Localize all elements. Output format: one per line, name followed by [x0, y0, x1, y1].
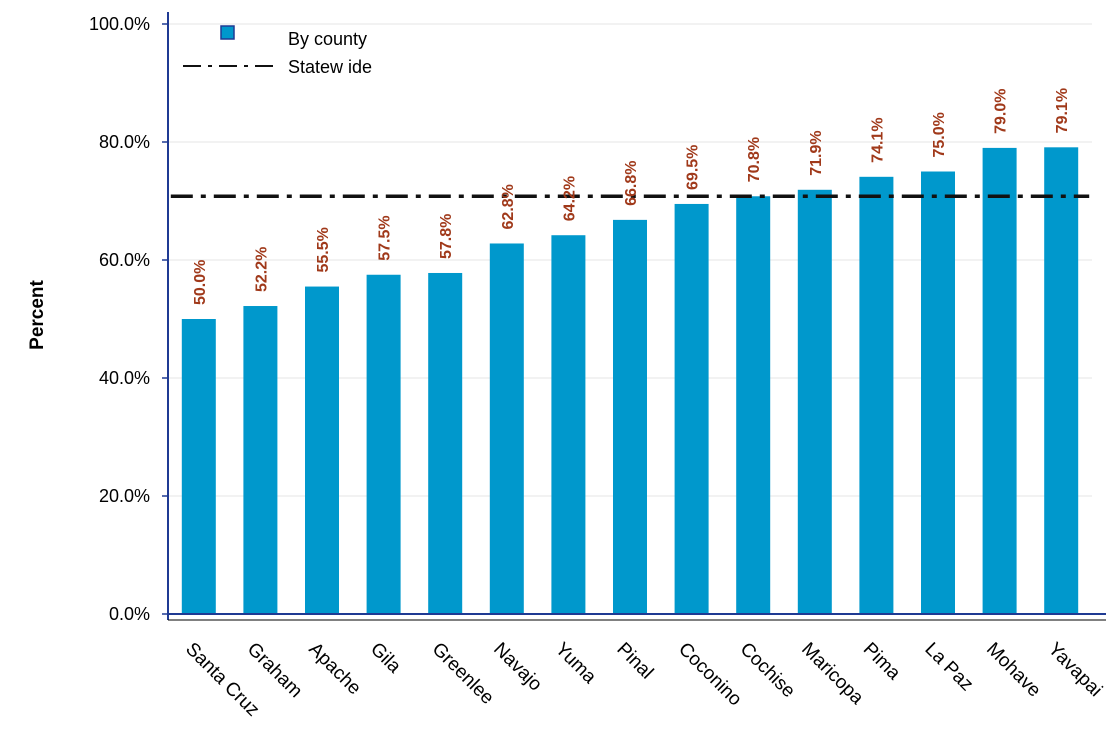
data-label: 52.2% [253, 247, 270, 292]
data-label: 70.8% [746, 137, 763, 182]
y-tick-label: 20.0% [99, 486, 150, 506]
x-tick-label: Gila [366, 639, 405, 678]
x-tick-label: Coconino [674, 639, 746, 711]
data-label: 71.9% [808, 130, 825, 175]
bar [489, 243, 524, 615]
bar-series [181, 147, 1079, 615]
x-tick-label: Pima [859, 639, 905, 685]
x-tick-label: Navajo [489, 639, 546, 696]
x-tick-label: Maricopa [797, 639, 867, 709]
data-label: 79.0% [993, 89, 1010, 134]
y-tick-label: 80.0% [99, 132, 150, 152]
data-label: 66.8% [623, 161, 640, 206]
data-label: 57.8% [438, 214, 455, 259]
data-label: 62.8% [500, 184, 517, 229]
bar [797, 189, 832, 615]
legend-label-by-county: By county [288, 29, 367, 49]
bar [859, 176, 894, 614]
x-tick-label: La Paz [920, 639, 977, 696]
x-tick-label: Greenlee [428, 639, 498, 709]
x-tick-label: Yuma [551, 639, 601, 689]
y-axis-ticks: 0.0% 20.0% 40.0% 60.0% 80.0% 100.0% [89, 14, 168, 624]
data-label: 57.5% [377, 215, 394, 260]
y-tick-label: 100.0% [89, 14, 150, 34]
bar [305, 286, 339, 614]
legend: By county Statew ide [183, 25, 372, 77]
y-tick-label: 40.0% [99, 368, 150, 388]
bar [243, 306, 278, 614]
bar [366, 274, 401, 614]
bar [674, 203, 709, 614]
bar [181, 319, 216, 614]
data-label: 75.0% [931, 112, 948, 157]
data-label: 79.1% [1054, 88, 1071, 133]
y-axis-label: Percent [27, 279, 48, 349]
bar [1044, 147, 1079, 614]
x-tick-label: Yavapai [1044, 639, 1106, 701]
data-labels: 50.0% 52.2% 55.5% 57.5% 57.8% 62.8% 64.2% 66.8%… [192, 88, 1071, 305]
x-tick-label: Mohave [982, 639, 1045, 702]
axes [167, 12, 1106, 621]
bar [982, 147, 1017, 614]
legend-label-statewide: Statew ide [288, 57, 372, 77]
bar [428, 272, 463, 614]
y-tick-label: 0.0% [109, 604, 150, 624]
bar [736, 196, 771, 614]
data-label: 50.0% [192, 260, 209, 305]
data-label: 64.2% [561, 176, 578, 221]
x-tick-label: Pinal [612, 639, 657, 684]
data-label: 55.5% [315, 227, 332, 272]
x-tick-label: Apache [304, 639, 364, 699]
x-tick-label: Graham [243, 639, 306, 702]
bar [551, 235, 586, 614]
data-label: 69.5% [685, 145, 702, 190]
x-tick-label: Cochise [736, 639, 799, 702]
bar [921, 171, 955, 614]
y-tick-label: 60.0% [99, 250, 150, 270]
legend-swatch-by-county [220, 25, 235, 40]
data-label: 74.1% [869, 117, 886, 162]
bar [613, 219, 647, 614]
